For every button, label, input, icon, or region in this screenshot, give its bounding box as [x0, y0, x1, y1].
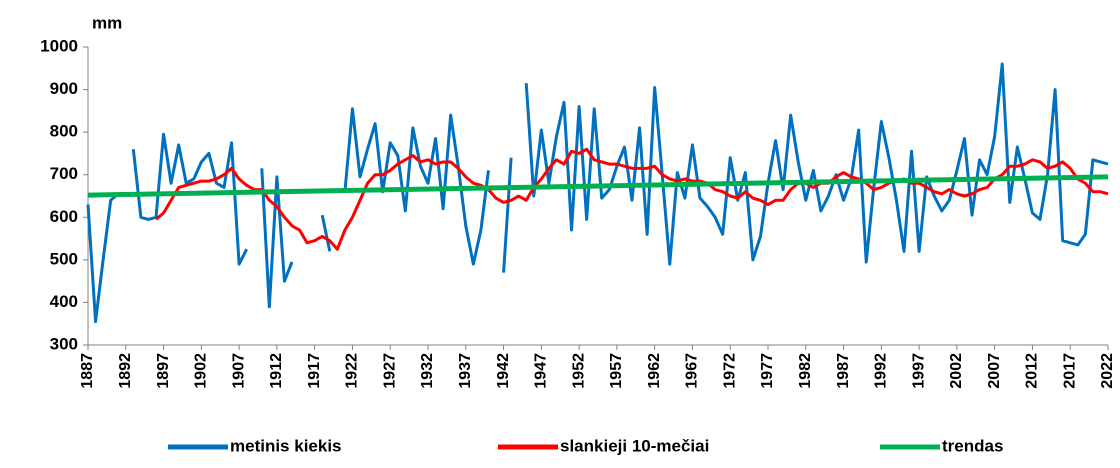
series-line	[86, 62, 1109, 324]
x-tick-label: 2017	[1061, 353, 1078, 389]
y-axis-label: mm	[92, 13, 122, 32]
y-tick-label: 700	[50, 164, 78, 183]
x-tick-label: 1927	[381, 353, 398, 389]
y-tick-label: 300	[50, 334, 78, 353]
y-tick-label: 1000	[40, 36, 78, 55]
y-tick-label: 500	[50, 249, 78, 268]
x-tick-label: 2002	[948, 353, 965, 389]
x-tick-label: 1887	[79, 353, 96, 389]
y-tick-label: 400	[50, 292, 78, 311]
x-tick-label: 1972	[721, 353, 738, 389]
x-tick-label: 1907	[230, 353, 247, 389]
legend-label: metinis kiekis	[230, 436, 342, 455]
series-line	[87, 174, 1109, 198]
x-tick-label: 2022	[1099, 353, 1116, 389]
x-tick-label: 1932	[419, 353, 436, 389]
x-tick-label: 1987	[835, 353, 852, 389]
x-tick-label: 1957	[608, 353, 625, 389]
x-tick-label: 1917	[306, 353, 323, 389]
series-line	[155, 147, 1109, 251]
x-tick-label: 1967	[684, 353, 701, 389]
y-tick-label: 800	[50, 122, 78, 141]
x-tick-label: 1937	[457, 353, 474, 389]
x-tick-label: 1922	[344, 353, 361, 389]
x-tick-label: 1942	[495, 353, 512, 389]
y-tick-label: 600	[50, 207, 78, 226]
x-tick-label: 1912	[268, 353, 285, 389]
x-tick-label: 2012	[1024, 353, 1041, 389]
x-tick-label: 1997	[910, 353, 927, 389]
x-tick-label: 1962	[646, 353, 663, 389]
x-tick-label: 1892	[117, 353, 134, 389]
x-tick-label: 1952	[570, 353, 587, 389]
x-tick-label: 2007	[986, 353, 1003, 389]
x-tick-label: 1982	[797, 353, 814, 389]
legend-label: slankieji 10-mečiai	[560, 436, 709, 455]
y-tick-label: 900	[50, 79, 78, 98]
x-tick-label: 1897	[155, 353, 172, 389]
x-tick-label: 1977	[759, 353, 776, 389]
legend-label: trendas	[942, 436, 1003, 455]
x-tick-label: 1902	[193, 353, 210, 389]
x-tick-label: 1947	[533, 353, 550, 389]
x-tick-label: 1992	[873, 353, 890, 389]
